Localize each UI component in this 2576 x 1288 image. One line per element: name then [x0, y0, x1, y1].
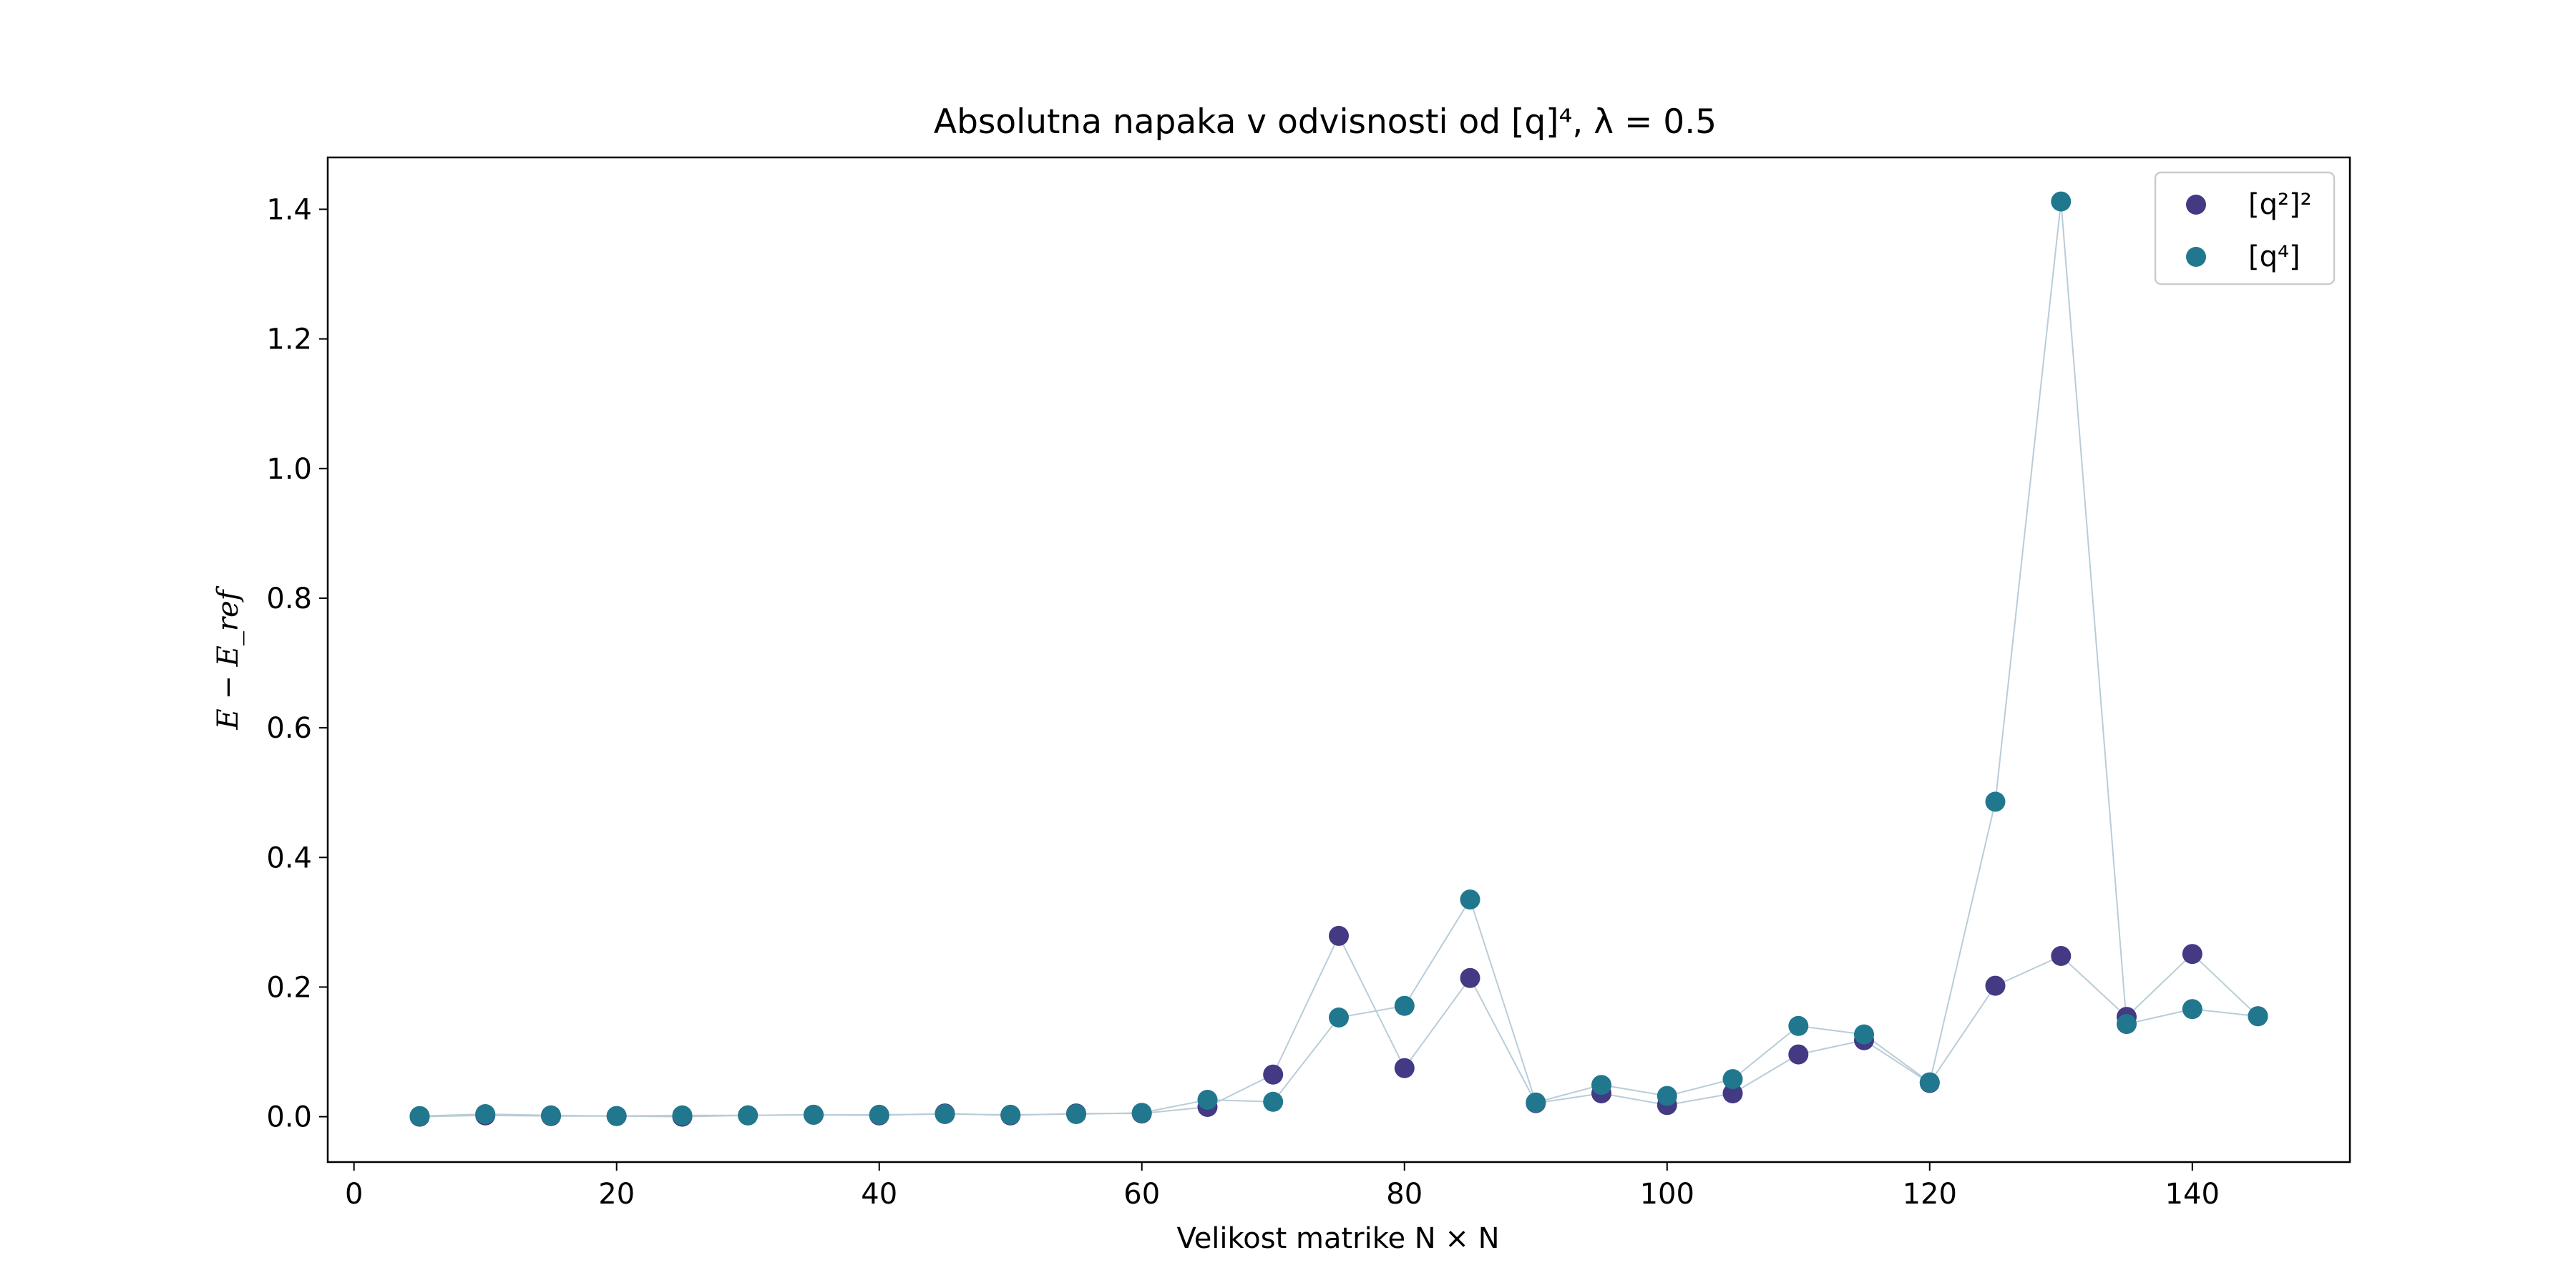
- series-1-point-35: [804, 1104, 824, 1125]
- series-1-point-55: [1066, 1104, 1086, 1124]
- series-1-point-45: [935, 1104, 955, 1124]
- series-1-point-75: [1329, 1008, 1349, 1028]
- legend-marker-q2-squared: [2186, 195, 2206, 215]
- legend: [q²]² [q⁴]: [2154, 171, 2336, 286]
- series-1-point-135: [2117, 1014, 2137, 1035]
- legend-marker-q4: [2186, 247, 2206, 267]
- y-tick-label: 1.2: [266, 323, 312, 356]
- y-axis-label-group: E − E_ref: [212, 585, 245, 730]
- series-1-point-110: [1788, 1015, 1809, 1036]
- series-1-point-85: [1460, 889, 1480, 910]
- y-tick-label: 0.2: [266, 971, 312, 1004]
- series-1-point-60: [1131, 1103, 1152, 1123]
- series-1-point-125: [1985, 791, 2006, 812]
- series-1-point-130: [2051, 191, 2072, 212]
- series-1-point-70: [1263, 1091, 1284, 1112]
- series-1-point-65: [1197, 1090, 1218, 1110]
- legend-label-q4: [q⁴]: [2248, 240, 2301, 273]
- series-0-point-130: [2051, 946, 2072, 966]
- series-1-point-120: [1919, 1072, 1940, 1093]
- series-1-point-145: [2248, 1006, 2268, 1027]
- series-1-point-140: [2182, 999, 2202, 1020]
- series-1-point-115: [1854, 1024, 1874, 1045]
- x-tick-label: 140: [2165, 1178, 2220, 1211]
- x-tick-label: 80: [1386, 1178, 1423, 1211]
- plot-frame: [326, 156, 2351, 1163]
- x-tick-label: 120: [1903, 1178, 1957, 1211]
- series-1-point-100: [1657, 1085, 1677, 1106]
- x-tick-label: 40: [861, 1178, 897, 1211]
- series-1-point-25: [672, 1105, 693, 1126]
- series-1-point-95: [1591, 1075, 1611, 1096]
- y-axis-ticks: 0.0 0.2 0.4 0.6 0.8 1.0 1.2 1.4: [266, 193, 328, 1134]
- y-tick-label: 0.4: [266, 841, 312, 874]
- legend-entry-q4: [q⁴]: [2186, 240, 2301, 273]
- x-tick-label: 0: [345, 1178, 363, 1211]
- y-axis-label: E − E_ref: [212, 585, 245, 730]
- series-0-point-105: [1722, 1083, 1743, 1103]
- x-axis-ticks: 0 20 40 60 80 100 120 140: [345, 1162, 2220, 1211]
- series-1-point-20: [606, 1106, 627, 1126]
- series-0-point-110: [1788, 1044, 1809, 1065]
- series-1-point-80: [1394, 995, 1415, 1016]
- x-tick-label: 20: [598, 1178, 635, 1211]
- series-1-point-50: [1000, 1104, 1021, 1125]
- series-1-point-5: [409, 1106, 430, 1126]
- x-tick-label: 60: [1123, 1178, 1160, 1211]
- series-0-point-125: [1985, 975, 2006, 996]
- series-1-point-30: [738, 1105, 758, 1126]
- x-axis-label: Velikost matrike N × N: [1176, 1222, 1499, 1255]
- series-0-point-70: [1263, 1064, 1284, 1085]
- legend-label-q2-squared: [q²]²: [2248, 188, 2312, 221]
- y-tick-label: 1.4: [266, 193, 312, 226]
- series-0-point-85: [1460, 967, 1480, 988]
- series-0-point-80: [1394, 1058, 1415, 1078]
- series-0-point-75: [1329, 925, 1349, 946]
- series-0-point-140: [2182, 944, 2202, 965]
- series-1-point-105: [1722, 1069, 1743, 1090]
- series-1-point-90: [1526, 1092, 1546, 1113]
- series-1-point-10: [475, 1104, 496, 1124]
- y-tick-label: 0.8: [266, 582, 312, 615]
- legend-entry-q2-squared: [q²]²: [2186, 188, 2312, 221]
- y-tick-label: 1.0: [266, 453, 312, 486]
- y-tick-label: 0.0: [266, 1101, 312, 1134]
- series-1-point-15: [541, 1105, 561, 1126]
- chart-title: Absolutna napaka v odvisnosti od [q]⁴, λ…: [934, 102, 1717, 142]
- series-1-point-40: [869, 1104, 889, 1125]
- data-markers: [409, 191, 2268, 1127]
- x-tick-label: 100: [1640, 1178, 1694, 1211]
- y-tick-label: 0.6: [266, 712, 312, 745]
